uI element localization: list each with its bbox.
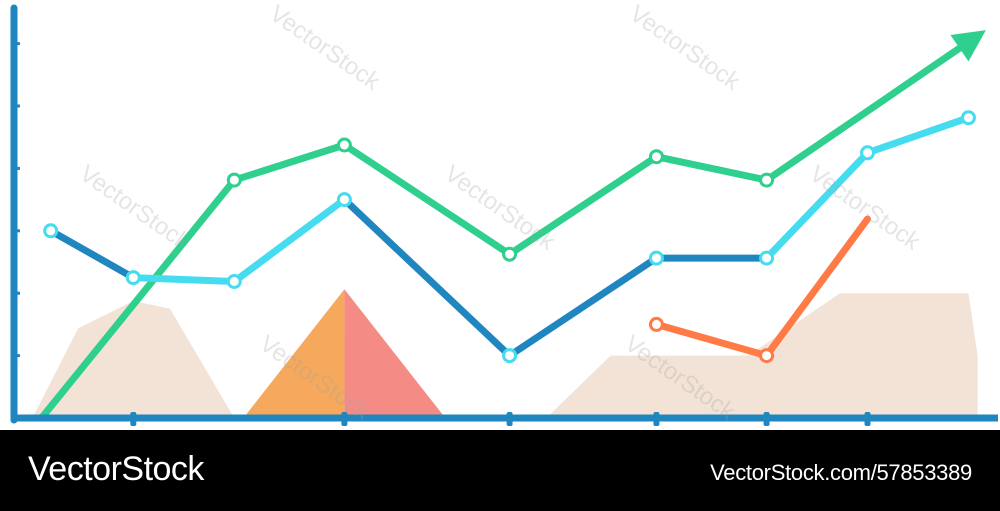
data-point xyxy=(759,348,775,364)
data-point xyxy=(502,246,518,262)
data-point xyxy=(43,223,59,239)
chart-points xyxy=(43,110,976,364)
arrow-head-icon xyxy=(950,30,986,62)
footer-bar: VectorStock VectorStock.com/57853389 xyxy=(0,430,1000,511)
chart-axes xyxy=(10,4,998,426)
data-point xyxy=(648,149,664,165)
x-axis-tick xyxy=(506,412,513,426)
data-point xyxy=(226,172,242,188)
triangle-right-face xyxy=(344,289,446,418)
data-point xyxy=(336,192,352,208)
series-line-blue xyxy=(763,114,972,262)
footer-brand: VectorStock xyxy=(28,450,204,488)
line-chart xyxy=(10,4,998,426)
data-point xyxy=(125,270,141,286)
triangle-left-face xyxy=(243,289,345,418)
background-area xyxy=(32,301,235,418)
data-point xyxy=(648,250,664,266)
x-axis-tick xyxy=(763,412,770,426)
triangle-shape xyxy=(243,289,446,418)
x-axis-tick xyxy=(653,412,660,426)
series-line-blue xyxy=(47,227,137,282)
data-point xyxy=(759,250,775,266)
x-axis-tick xyxy=(864,412,871,426)
x-axis-tick xyxy=(341,412,348,426)
data-point xyxy=(502,348,518,364)
data-point xyxy=(860,145,876,161)
x-axis-tick xyxy=(130,412,137,426)
footer-image-id: VectorStock.com/57853389 xyxy=(710,460,972,485)
data-point xyxy=(759,172,775,188)
data-point xyxy=(226,274,242,289)
data-point xyxy=(960,110,976,126)
data-point xyxy=(648,316,664,332)
series-line-blue xyxy=(340,196,771,360)
data-point xyxy=(336,137,352,153)
chart-area: VectorStock VectorStock VectorStock Vect… xyxy=(10,0,998,426)
